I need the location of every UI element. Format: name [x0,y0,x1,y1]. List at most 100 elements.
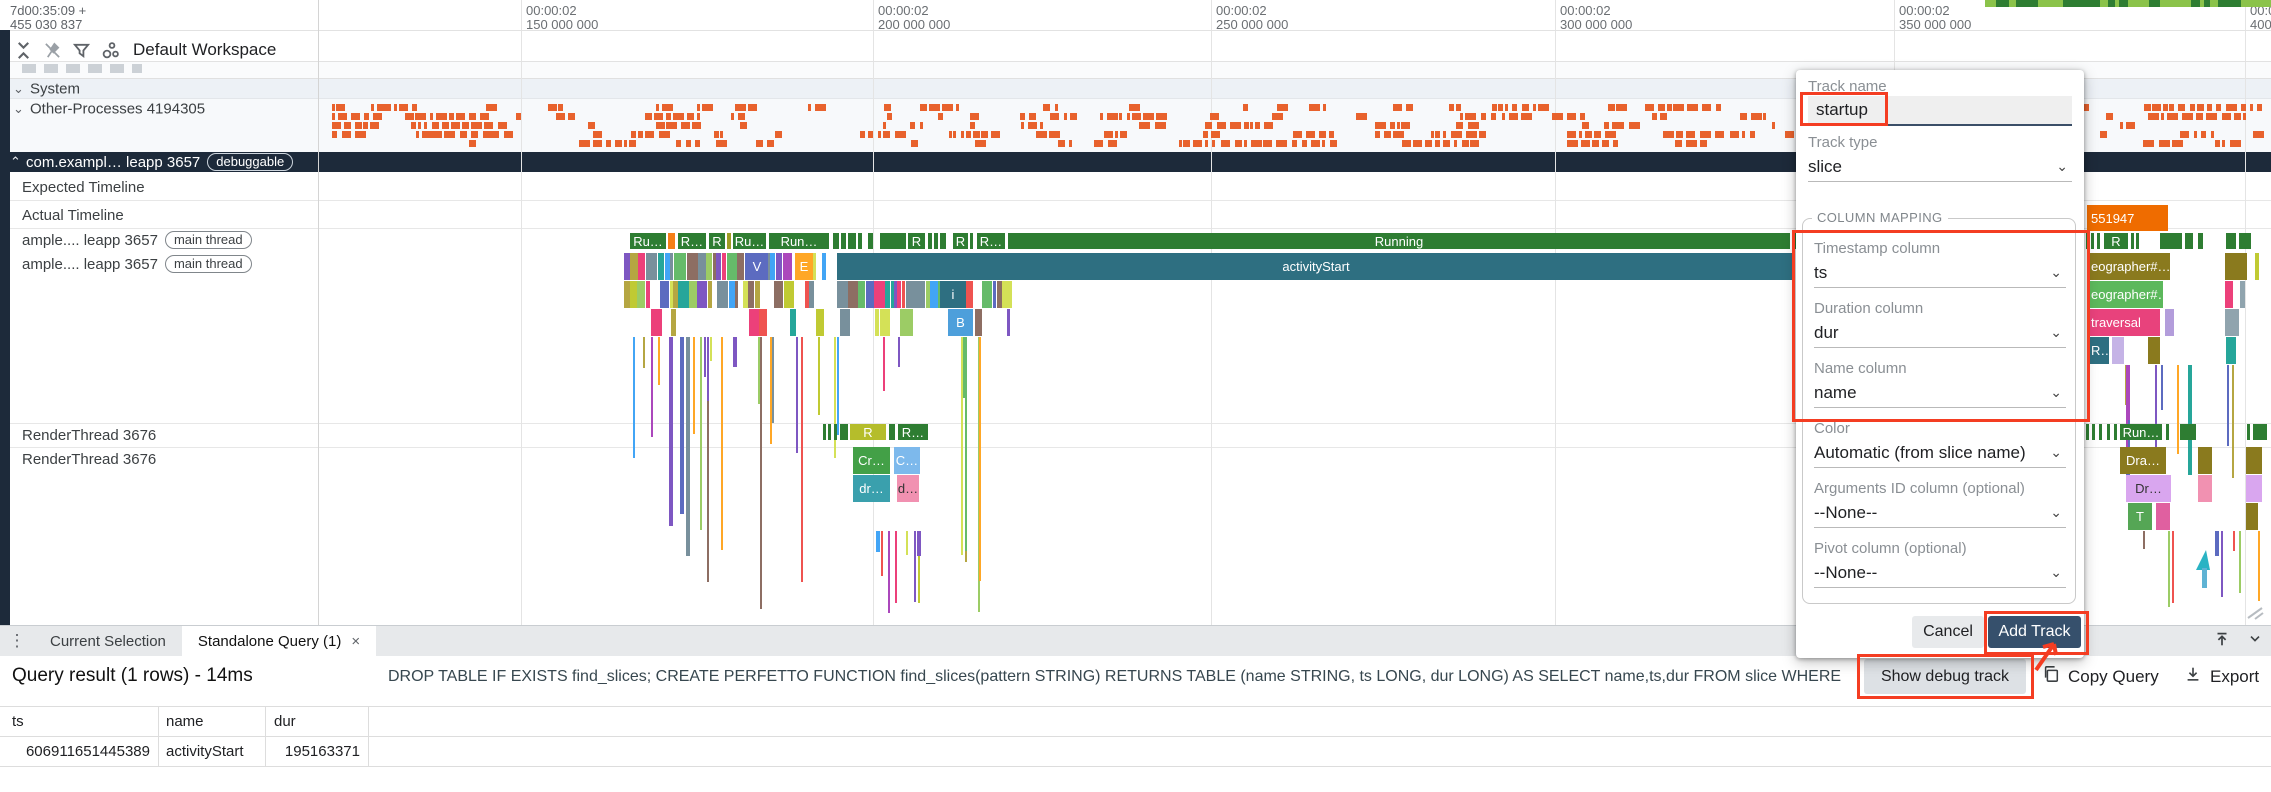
table-header-name[interactable]: name [166,713,204,730]
tab-current-selection[interactable]: Current Selection [50,632,166,650]
table-header-ts[interactable]: ts [12,713,24,730]
export-button[interactable]: Export [2184,659,2259,694]
sched-activity-texture [2182,113,2193,120]
collapse-panel-icon[interactable] [2247,631,2263,652]
timeline-slice[interactable]: R… [2087,337,2109,364]
track-label-actual-timeline[interactable]: Actual Timeline [22,207,124,224]
track-label-system[interactable]: System [30,80,81,97]
timeline-slice[interactable]: R [850,424,886,440]
timeline-slice[interactable]: E [795,253,813,280]
table-header-dur[interactable]: dur [274,713,296,730]
table-cell[interactable]: 195163371 [284,743,360,760]
workspace-title[interactable]: Default Workspace [133,40,277,59]
close-tab-icon[interactable]: × [351,632,361,650]
sched-activity-texture [1356,113,1367,120]
sched-activity-texture [2226,104,2237,111]
timeline-slice[interactable]: V [746,253,768,280]
call-stack-stem [895,531,897,603]
timeline-slice[interactable]: Ru… [733,233,766,249]
timeline-slice[interactable]: d… [897,475,919,502]
timeline-slice[interactable]: eographer#… [2087,253,2170,280]
timeline-slice[interactable]: T [2128,503,2152,530]
track-type-select[interactable]: slice ⌄ [1808,152,2072,182]
timeline-slice[interactable]: Ru… [630,233,666,249]
dialog-field-select[interactable]: dur ⌄ [1814,318,2066,348]
track-row-clipped[interactable] [0,62,2271,79]
trace-overview-strip[interactable] [1985,0,2271,7]
slice-cluster-texture [674,253,683,280]
timeline-slice-fragment [828,424,831,440]
dialog-field-select[interactable]: name ⌄ [1814,378,2066,408]
timeline-slice[interactable]: eographer#… [2087,281,2163,308]
timeline-slice[interactable]: R [953,233,968,249]
sched-activity-texture [436,113,447,120]
timeline-slice[interactable]: Cr… [853,447,890,474]
tab-standalone-query-1-[interactable]: Standalone Query (1) × [181,626,377,656]
timeline-slice-fragment [2180,424,2196,440]
timeline-slice[interactable]: activityStart [837,253,1795,280]
chevron-down-icon[interactable]: ⌄ [13,101,24,116]
timeline-slice[interactable]: 551947 [2087,205,2168,231]
sched-activity-texture [1612,122,1615,129]
timeline-slice[interactable]: R… [678,233,706,249]
overview-segment [2149,0,2160,7]
tab-menu-icon[interactable]: ⋮ [8,631,26,650]
filter-icon[interactable] [72,41,91,60]
timeline-slice[interactable]: Dr… [2126,475,2171,502]
track-name-input[interactable]: startup [1808,96,2072,126]
timeline-slice[interactable]: traversal [2087,309,2160,336]
timeline-slice[interactable]: Run… [2120,424,2162,440]
table-column-divider [158,706,159,766]
add-track-button[interactable]: Add Track [1988,616,2081,648]
track-label-renderthread-2[interactable]: RenderThread 3676 [22,451,157,468]
chevron-up-icon[interactable]: ⌃ [10,154,21,169]
track-label-other-processes[interactable]: Other-Processes 4194305 [30,100,206,118]
show-debug-track-button[interactable]: Show debug track [1864,659,2026,694]
pin-off-icon[interactable] [43,41,62,60]
timeline-slice[interactable]: R [709,233,725,249]
timeline-slice[interactable]: R… [898,424,928,440]
table-cell[interactable]: activityStart [166,743,244,760]
expand-panel-up-icon[interactable] [2213,630,2231,653]
bottom-panel: ⋮ Current Selection Standalone Query (1) ×… [0,625,2271,792]
dialog-field-select[interactable]: Automatic (from slice name) ⌄ [1814,438,2066,468]
sched-activity-texture [1212,140,1215,147]
timeline-slice[interactable]: dr… [853,475,890,502]
slice-cluster-texture [759,309,767,336]
timeline-slice-fragment [2225,253,2247,280]
timeline-slice[interactable]: Running [1008,233,1790,249]
cancel-button[interactable]: Cancel [1912,616,1984,648]
resize-handle-icon[interactable] [2246,606,2264,625]
track-row-system[interactable]: ⌄ System [0,79,2271,99]
track-label-main-thread-1[interactable]: ample.... leapp 3657 main thread [22,231,252,249]
sched-activity-texture [1127,113,1130,120]
chevron-down-icon[interactable]: ⌄ [13,80,24,96]
timeline-slice[interactable]: Run… [769,233,829,249]
slice-cluster-texture [697,281,707,308]
sched-activity-texture [2172,140,2183,147]
sched-activity-texture [1498,104,1503,111]
table-cell[interactable]: 606911651445389 [25,743,150,760]
track-label-main-thread-2[interactable]: ample.... leapp 3657 main thread [22,255,252,273]
track-label-expected-timeline[interactable]: Expected Timeline [22,179,145,196]
copy-query-button[interactable]: Copy Query [2042,659,2159,694]
dialog-field-select[interactable]: --None-- ⌄ [1814,558,2066,588]
call-stack-stem [796,337,798,453]
sched-activity-texture [2143,140,2154,147]
timeline-slice[interactable]: C… [894,447,920,474]
timeline-slice[interactable]: Dra… [2120,447,2166,474]
track-label-renderthread-1[interactable]: RenderThread 3676 [22,427,157,444]
sched-activity-texture [2206,113,2217,120]
sched-activity-texture [654,113,663,120]
timeline-slice[interactable]: R… [977,233,1005,249]
timeline-slice[interactable]: B [948,309,973,336]
workspaces-icon[interactable] [101,40,121,60]
dialog-field-select[interactable]: --None-- ⌄ [1814,498,2066,528]
timeline-slice[interactable]: R [2104,233,2128,249]
dialog-field-select[interactable]: ts ⌄ [1814,258,2066,288]
sched-activity-texture [355,131,366,138]
timeline-slice[interactable]: R [908,233,925,249]
timeline-slice[interactable]: i [940,281,966,308]
process-group-header[interactable]: ⌃ com.exampl… leapp 3657 debuggable [0,152,2271,172]
collapse-tracks-icon[interactable] [14,41,33,60]
